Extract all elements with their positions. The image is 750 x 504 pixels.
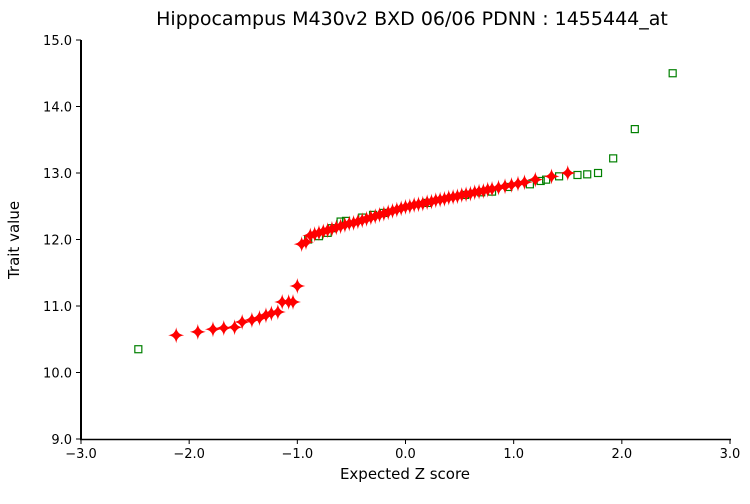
data-point-diamond	[423, 193, 440, 210]
y-tick-label: 9.0	[51, 433, 72, 448]
y-tick-label: 11.0	[43, 300, 72, 315]
data-point-square	[573, 170, 582, 180]
data-point-diamond	[189, 323, 206, 340]
data-point-square	[630, 125, 639, 134]
data-point-square	[134, 345, 143, 354]
data-point-diamond	[168, 327, 185, 344]
data-point-diamond	[436, 190, 453, 207]
data-point-diamond	[497, 178, 514, 195]
data-point-diamond	[323, 220, 340, 237]
x-tick-label: 1.0	[503, 447, 524, 462]
data-point-diamond	[358, 210, 375, 227]
data-point-diamond	[336, 216, 353, 233]
data-point-diamond	[380, 204, 397, 221]
x-tick-label: 0.0	[395, 447, 416, 462]
data-point-diamond	[393, 200, 410, 217]
y-tick-label: 12.0	[43, 234, 72, 249]
data-point-diamond	[490, 179, 507, 196]
chart-title: Hippocampus M430v2 BXD 06/06 PDNN : 1455…	[156, 8, 668, 30]
data-point-square	[668, 69, 677, 78]
y-tick-label: 13.0	[43, 167, 72, 182]
data-point-diamond	[226, 319, 243, 336]
data-point-diamond	[289, 278, 306, 295]
data-point-diamond	[204, 321, 221, 338]
data-point-diamond	[414, 195, 431, 212]
data-point-diamond	[345, 214, 362, 231]
data-point-diamond	[559, 165, 576, 181]
data-point-diamond	[388, 201, 405, 218]
data-point-diamond	[503, 176, 520, 193]
data-point-diamond	[516, 174, 533, 191]
data-point-diamond	[319, 222, 336, 239]
data-point-square	[609, 154, 618, 163]
x-axis-label: Expected Z score	[340, 465, 470, 483]
data-point-diamond	[362, 209, 379, 226]
data-point-diamond	[306, 226, 323, 243]
y-tick-label: 15.0	[43, 34, 72, 49]
data-point-diamond	[302, 227, 319, 244]
data-point-diamond	[449, 188, 466, 205]
x-tick-label: 3.0	[720, 447, 741, 462]
x-tick-label: −2.0	[173, 447, 205, 462]
data-point-diamond	[285, 294, 302, 311]
data-point-diamond	[257, 307, 274, 324]
data-point-diamond	[263, 305, 280, 322]
data-point-diamond	[462, 185, 479, 202]
data-point-diamond	[401, 198, 418, 215]
data-point-diamond	[315, 223, 332, 240]
y-axis-label: Trait value	[5, 201, 23, 280]
data-point-diamond	[527, 171, 544, 188]
x-tick-label: −1.0	[282, 447, 314, 462]
data-point-diamond	[251, 309, 268, 326]
data-point-diamond	[475, 182, 492, 199]
data-point-diamond	[293, 236, 310, 253]
data-point-diamond	[354, 212, 371, 229]
data-point-square	[593, 168, 603, 178]
data-point-diamond	[484, 180, 501, 197]
data-point-diamond	[349, 213, 366, 230]
data-point-diamond	[269, 303, 286, 320]
y-tick-label: 14.0	[43, 101, 72, 116]
data-point-diamond	[332, 218, 349, 235]
data-point-diamond	[215, 319, 232, 336]
y-tick-label: 10.0	[43, 367, 72, 382]
data-point-diamond	[234, 313, 251, 330]
data-point-diamond	[543, 168, 560, 185]
x-tick-label: −3.0	[65, 447, 97, 462]
data-point-diamond	[243, 311, 260, 328]
data-point-square	[583, 170, 592, 179]
data-point-diamond	[375, 205, 392, 222]
data-point-diamond	[297, 234, 314, 251]
x-tick-label: 2.0	[611, 447, 632, 462]
data-point-diamond	[367, 208, 384, 225]
data-point-diamond	[310, 224, 327, 241]
data-point-diamond	[371, 206, 388, 223]
data-point-diamond	[384, 202, 401, 219]
data-point-diamond	[328, 219, 345, 236]
data-point-diamond	[509, 175, 526, 192]
